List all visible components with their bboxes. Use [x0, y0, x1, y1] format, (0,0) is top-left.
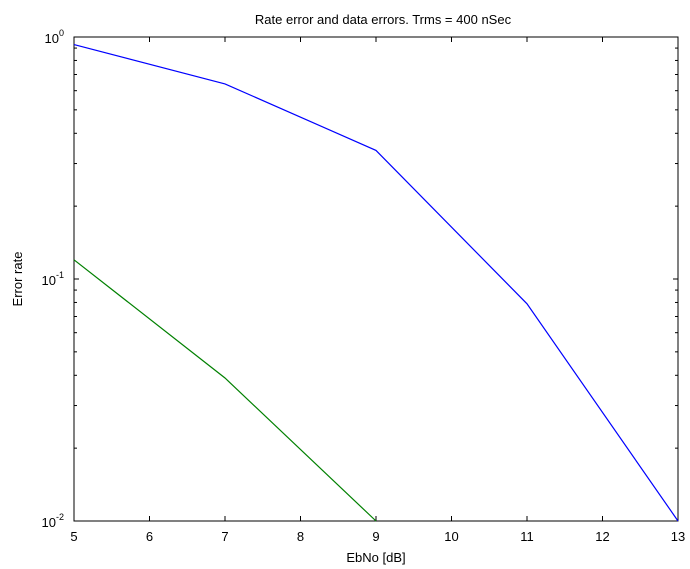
chart-title: Rate error and data errors. Trms = 400 n… — [255, 12, 512, 27]
x-tick-label: 7 — [221, 529, 228, 544]
y-tick-label: 10-1 — [42, 270, 64, 288]
x-tick-label: 11 — [520, 529, 534, 544]
x-tick-label: 8 — [297, 529, 304, 544]
y-axis-label: Error rate — [10, 252, 25, 307]
plot-area — [73, 36, 679, 522]
x-tick-label: 5 — [70, 529, 77, 544]
y-tick-label: 10-2 — [42, 512, 64, 530]
x-tick-label: 9 — [372, 529, 379, 544]
x-tick-label: 12 — [595, 529, 609, 544]
y-tick-label: 100 — [45, 28, 64, 46]
x-tick-label: 13 — [671, 529, 685, 544]
series-layer — [73, 44, 679, 522]
series-line-1 — [73, 44, 679, 522]
series-line-2 — [73, 259, 377, 522]
x-tick-label: 6 — [146, 529, 153, 544]
x-axis-label: EbNo [dB] — [346, 550, 405, 565]
x-tick-label: 10 — [444, 529, 458, 544]
